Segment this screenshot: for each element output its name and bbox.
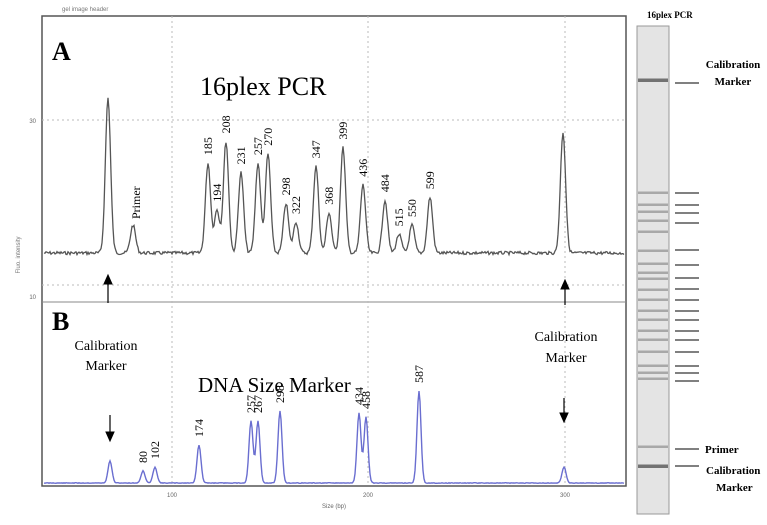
x-tick-3: 300 [560, 493, 571, 499]
panel-b-peak-label-102: 102 [148, 441, 162, 459]
gel-calibration-bottom-2: Marker [716, 482, 753, 494]
gel-tick-marks [675, 82, 699, 467]
calibration-arrow-right-up [560, 278, 570, 305]
gel-band [638, 445, 668, 448]
gel-band [638, 298, 668, 301]
panel-a-peak-label-399: 399 [336, 122, 350, 140]
panel-a-peak-label-599: 599 [423, 171, 437, 189]
gel-band [638, 191, 668, 194]
grid-horizontal [42, 119, 626, 286]
gel-calibration-top-1: Calibration [706, 59, 760, 71]
gel-band [638, 277, 668, 280]
calibration-arrow-right-down [559, 398, 569, 424]
gel-band [638, 338, 668, 341]
panel-a-peak-label-550: 550 [405, 199, 419, 217]
x-tick-2: 200 [363, 493, 374, 499]
primer-label-a: Primer [129, 186, 143, 219]
calibration-arrow-left-up [103, 273, 113, 303]
gel-band [638, 203, 668, 206]
panel-a-peak-label-484: 484 [378, 174, 392, 192]
panel-a-peak-label-322: 322 [289, 196, 303, 214]
y-tick-high: 30 [29, 119, 36, 125]
panel-b-peak-label-458: 458 [359, 391, 373, 409]
panel-a-peak-label-185: 185 [201, 137, 215, 155]
calibration-arrow-left-down [105, 415, 115, 443]
calibration-label-left-2: Marker [85, 359, 127, 374]
panel-b-peak-label-80: 80 [136, 451, 150, 463]
panel-a-letter: A [52, 37, 71, 66]
panel-a-peak-label-208: 208 [219, 115, 233, 133]
panel-a-peak-label-298: 298 [279, 177, 293, 195]
panel-b-peak-label-257: 257 [244, 395, 258, 413]
gel-primer-label: Primer [705, 444, 739, 456]
header-tiny-text: gel image header [62, 7, 108, 13]
panel-b-peak-label-267: 267 [251, 395, 265, 413]
panel-a-peak-label-194: 194 [210, 184, 224, 202]
x-tick-1: 100 [167, 493, 178, 499]
panel-b-peak-label-298: 298 [273, 385, 287, 403]
gel-band [638, 377, 668, 380]
panel-b-peak-label-434: 434 [352, 387, 366, 405]
gel-band [638, 210, 668, 213]
panel-a-peak-label-368: 368 [322, 187, 336, 205]
gel-calibration-bottom-1: Calibration [706, 465, 760, 477]
gel-band [638, 219, 668, 222]
panel-b-peak-label-174: 174 [192, 419, 206, 437]
panel-b-title: DNA Size Marker [198, 373, 351, 397]
gel-band [638, 262, 668, 265]
panel-a-title: 16plex PCR [200, 72, 327, 101]
panel-b-letter: B [52, 307, 69, 336]
panel-a-peak-label-257: 257 [251, 137, 265, 155]
gel-title: 16plex PCR [647, 10, 693, 20]
gel-band [638, 78, 668, 82]
panel-b-peak-label-587: 587 [412, 365, 426, 383]
panel-a-peak-label-270: 270 [261, 128, 275, 146]
gel-band [638, 364, 668, 367]
trace-a-line [43, 97, 625, 257]
calibration-label-right-2: Marker [545, 351, 587, 366]
gel-lane [636, 25, 670, 515]
gel-band [638, 329, 668, 332]
gel-band [638, 318, 668, 321]
panel-a-peak-label-347: 347 [309, 140, 323, 158]
gel-band [638, 464, 668, 468]
gel-band [638, 371, 668, 374]
gel-band [638, 309, 668, 312]
gel-band [638, 350, 668, 353]
y-axis-label: Fluo. intensity [16, 236, 22, 273]
trace-b-line [43, 391, 625, 485]
gel-band [638, 271, 668, 274]
calibration-label-right-1: Calibration [535, 330, 598, 345]
gel-bands [638, 78, 668, 468]
calibration-label-left-1: Calibration [75, 339, 138, 354]
grid-vertical [171, 16, 566, 486]
panel-a-peak-label-436: 436 [356, 159, 370, 177]
x-axis-label: Size (bp) [322, 504, 346, 510]
plot-frame [41, 15, 627, 487]
gel-band [638, 288, 668, 291]
gel-band [638, 249, 668, 252]
gel-band [638, 230, 668, 233]
panel-a-peak-label-231: 231 [234, 146, 248, 164]
y-tick-low: 10 [29, 295, 36, 301]
gel-calibration-top-2: Marker [715, 76, 752, 88]
panel-a-peak-label-515: 515 [392, 208, 406, 226]
